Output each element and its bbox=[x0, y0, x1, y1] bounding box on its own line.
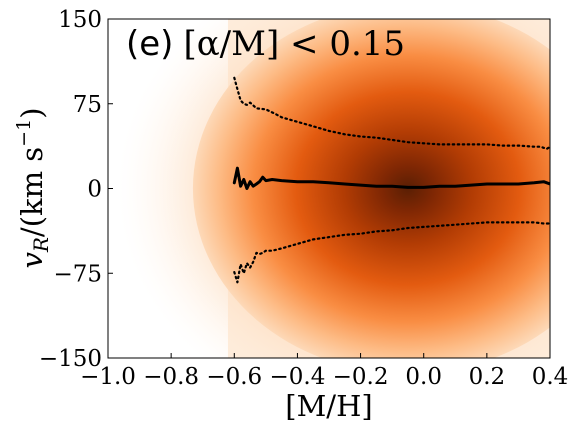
x-tick-label: 0.4 bbox=[532, 364, 569, 390]
x-axis-label: [M/H] bbox=[285, 389, 372, 423]
x-tick-label: −0.6 bbox=[206, 364, 262, 390]
upper-percentile-line bbox=[233, 76, 550, 150]
x-tick-label: −0.4 bbox=[269, 364, 325, 390]
x-tick-label: −0.8 bbox=[143, 364, 199, 390]
x-tick-label: −0.2 bbox=[333, 364, 389, 390]
x-tick-label: −1.0 bbox=[80, 364, 136, 390]
y-tick-label: 0 bbox=[87, 177, 102, 203]
y-axis-label: vR/(km s−1) bbox=[13, 107, 53, 268]
density-core bbox=[192, 19, 550, 358]
y-tick-label: 75 bbox=[73, 92, 102, 118]
panel-annotation: (e) [α/M] < 0.15 bbox=[126, 24, 405, 64]
y-axis: −150 −75 0 75 150 bbox=[39, 7, 113, 372]
x-tick-label: 0.2 bbox=[469, 364, 506, 390]
series-layer bbox=[232, 76, 550, 284]
x-tick-label: 0.0 bbox=[405, 364, 442, 390]
y-tick-label: −75 bbox=[53, 261, 102, 287]
panel-tag: (e) bbox=[126, 24, 173, 64]
x-axis: −1.0 −0.8 −0.6 −0.4 −0.2 0.0 0.2 0.4 bbox=[80, 353, 568, 390]
panel-condition: [α/M] < 0.15 bbox=[183, 24, 405, 64]
y-tick-label: 150 bbox=[58, 7, 102, 33]
density-heatmap bbox=[118, 19, 550, 358]
y-tick-label: −150 bbox=[39, 346, 102, 372]
median-line bbox=[232, 166, 550, 190]
lower-percentile-line bbox=[233, 221, 550, 284]
